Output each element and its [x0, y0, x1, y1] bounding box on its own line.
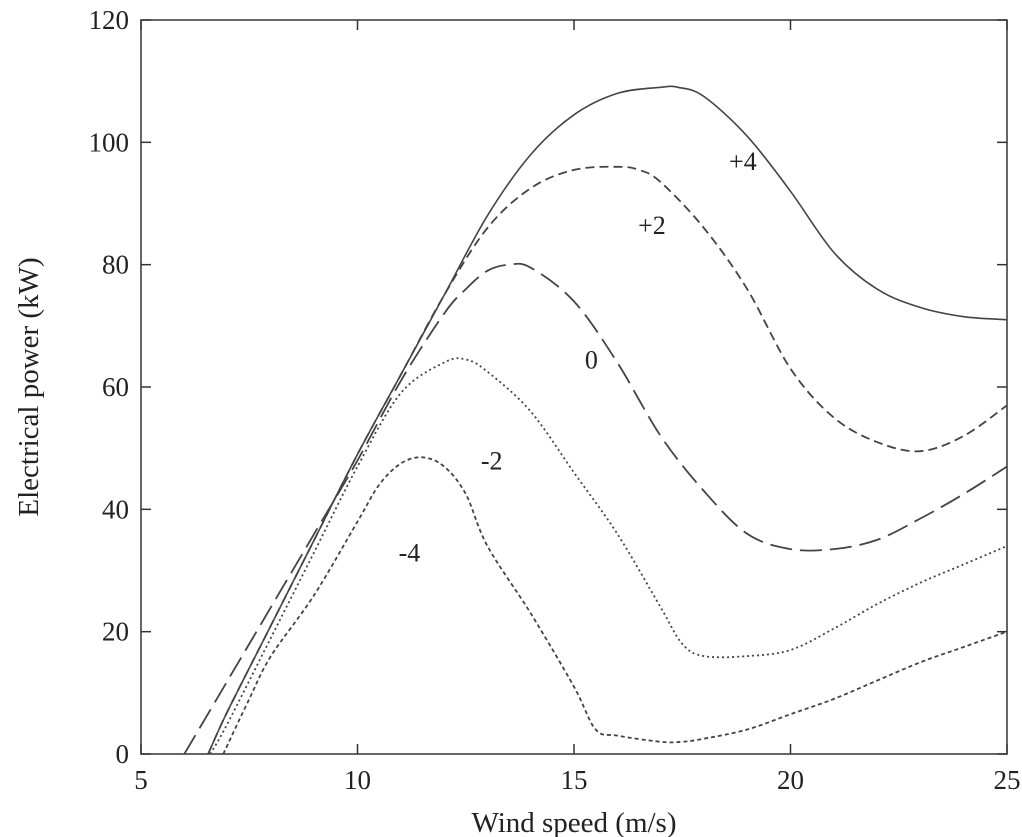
curve-label: -4 [399, 538, 421, 567]
x-tick-label: 25 [994, 765, 1021, 795]
series-lines [183, 85, 1008, 755]
tick-labels: 5 10 15 20 25 0 20 40 60 80 100 120 [89, 5, 1021, 795]
x-axis-label: Wind speed (m/s) [471, 807, 676, 837]
curve-labels: +4 +2 0 -2 -4 [399, 147, 757, 567]
curve-label: +2 [638, 211, 666, 240]
curve-label: 0 [585, 346, 598, 375]
x-tick-label: 20 [777, 765, 804, 795]
series-line [209, 357, 1008, 755]
series-line [207, 165, 1008, 755]
x-tick-label: 5 [134, 765, 148, 795]
y-tick-label: 100 [89, 127, 130, 157]
y-tick-label: 20 [102, 617, 129, 647]
x-tick-label: 15 [561, 765, 588, 795]
y-tick-label: 0 [116, 739, 130, 769]
series-line [183, 262, 1008, 755]
x-tick-label: 10 [344, 765, 371, 795]
y-axis-label: Electrical power (kW) [13, 257, 45, 516]
y-tick-label: 120 [89, 5, 130, 35]
y-tick-label: 40 [102, 494, 129, 524]
plot-frame [140, 19, 1008, 755]
series-line [222, 456, 1008, 755]
axis-ticks [140, 19, 1008, 755]
series-line [207, 85, 1008, 755]
y-tick-label: 80 [102, 250, 129, 280]
y-tick-label: 60 [102, 372, 129, 402]
curve-label: +4 [729, 147, 757, 176]
curve-label: -2 [481, 447, 503, 476]
